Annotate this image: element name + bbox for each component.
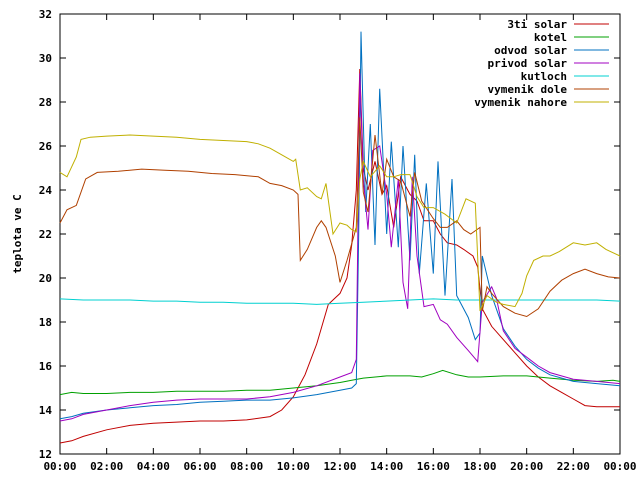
y-tick-label: 32 [39,8,52,21]
legend-label: 3ti solar [507,18,567,31]
x-tick-label: 06:00 [183,460,216,473]
y-tick-label: 28 [39,96,52,109]
legend-label: privod solar [488,57,568,70]
y-tick-label: 26 [39,140,53,153]
x-tick-label: 20:00 [510,460,543,473]
y-tick-label: 30 [39,52,52,65]
x-tick-label: 16:00 [417,460,450,473]
x-tick-labels: 00:00 02:00 04:00 06:00 08:00 10:00 12:00 14:00… [43,460,636,473]
series-line-privod-solar [59,73,621,422]
x-tick-label: 02:00 [90,460,123,473]
y-axis-label: teplota ve C [11,194,24,273]
y-tick-label: 14 [39,404,53,417]
series-line-vymenik-nahore [59,134,621,312]
x-tick-label: 18:00 [463,460,496,473]
legend-label: odvod solar [494,44,567,57]
y-tick-label: 12 [39,448,52,461]
y-tick-label: 24 [39,184,53,197]
x-tick-label: 10:00 [277,460,310,473]
x-tick-label: 00:00 [43,460,76,473]
legend-label: kotel [534,31,567,44]
series-line-kotel [59,369,621,396]
series-line-kutloch [59,298,621,305]
legend-label: vymenik nahore [474,96,567,109]
series-lines [59,31,621,444]
axis-ticks [59,13,621,455]
x-tick-label: 08:00 [230,460,263,473]
legend-label: vymenik dole [488,83,568,96]
x-tick-label: 22:00 [557,460,590,473]
series-line-3ti-solar [59,68,620,444]
y-tick-label: 18 [39,316,52,329]
y-tick-labels: 12 14 16 18 20 22 24 26 28 30 32 [39,8,53,461]
x-tick-label: 04:00 [137,460,170,473]
y-tick-label: 20 [39,272,52,285]
y-tick-label: 22 [39,228,52,241]
y-tick-label: 16 [39,360,53,373]
series-line-odvod-solar [59,31,621,420]
series-line-vymenik-dole [59,117,621,318]
x-tick-label: 12:00 [323,460,356,473]
x-tick-label: 14:00 [370,460,403,473]
legend-label: kutloch [521,70,567,83]
x-tick-label: 00:00 [603,460,636,473]
